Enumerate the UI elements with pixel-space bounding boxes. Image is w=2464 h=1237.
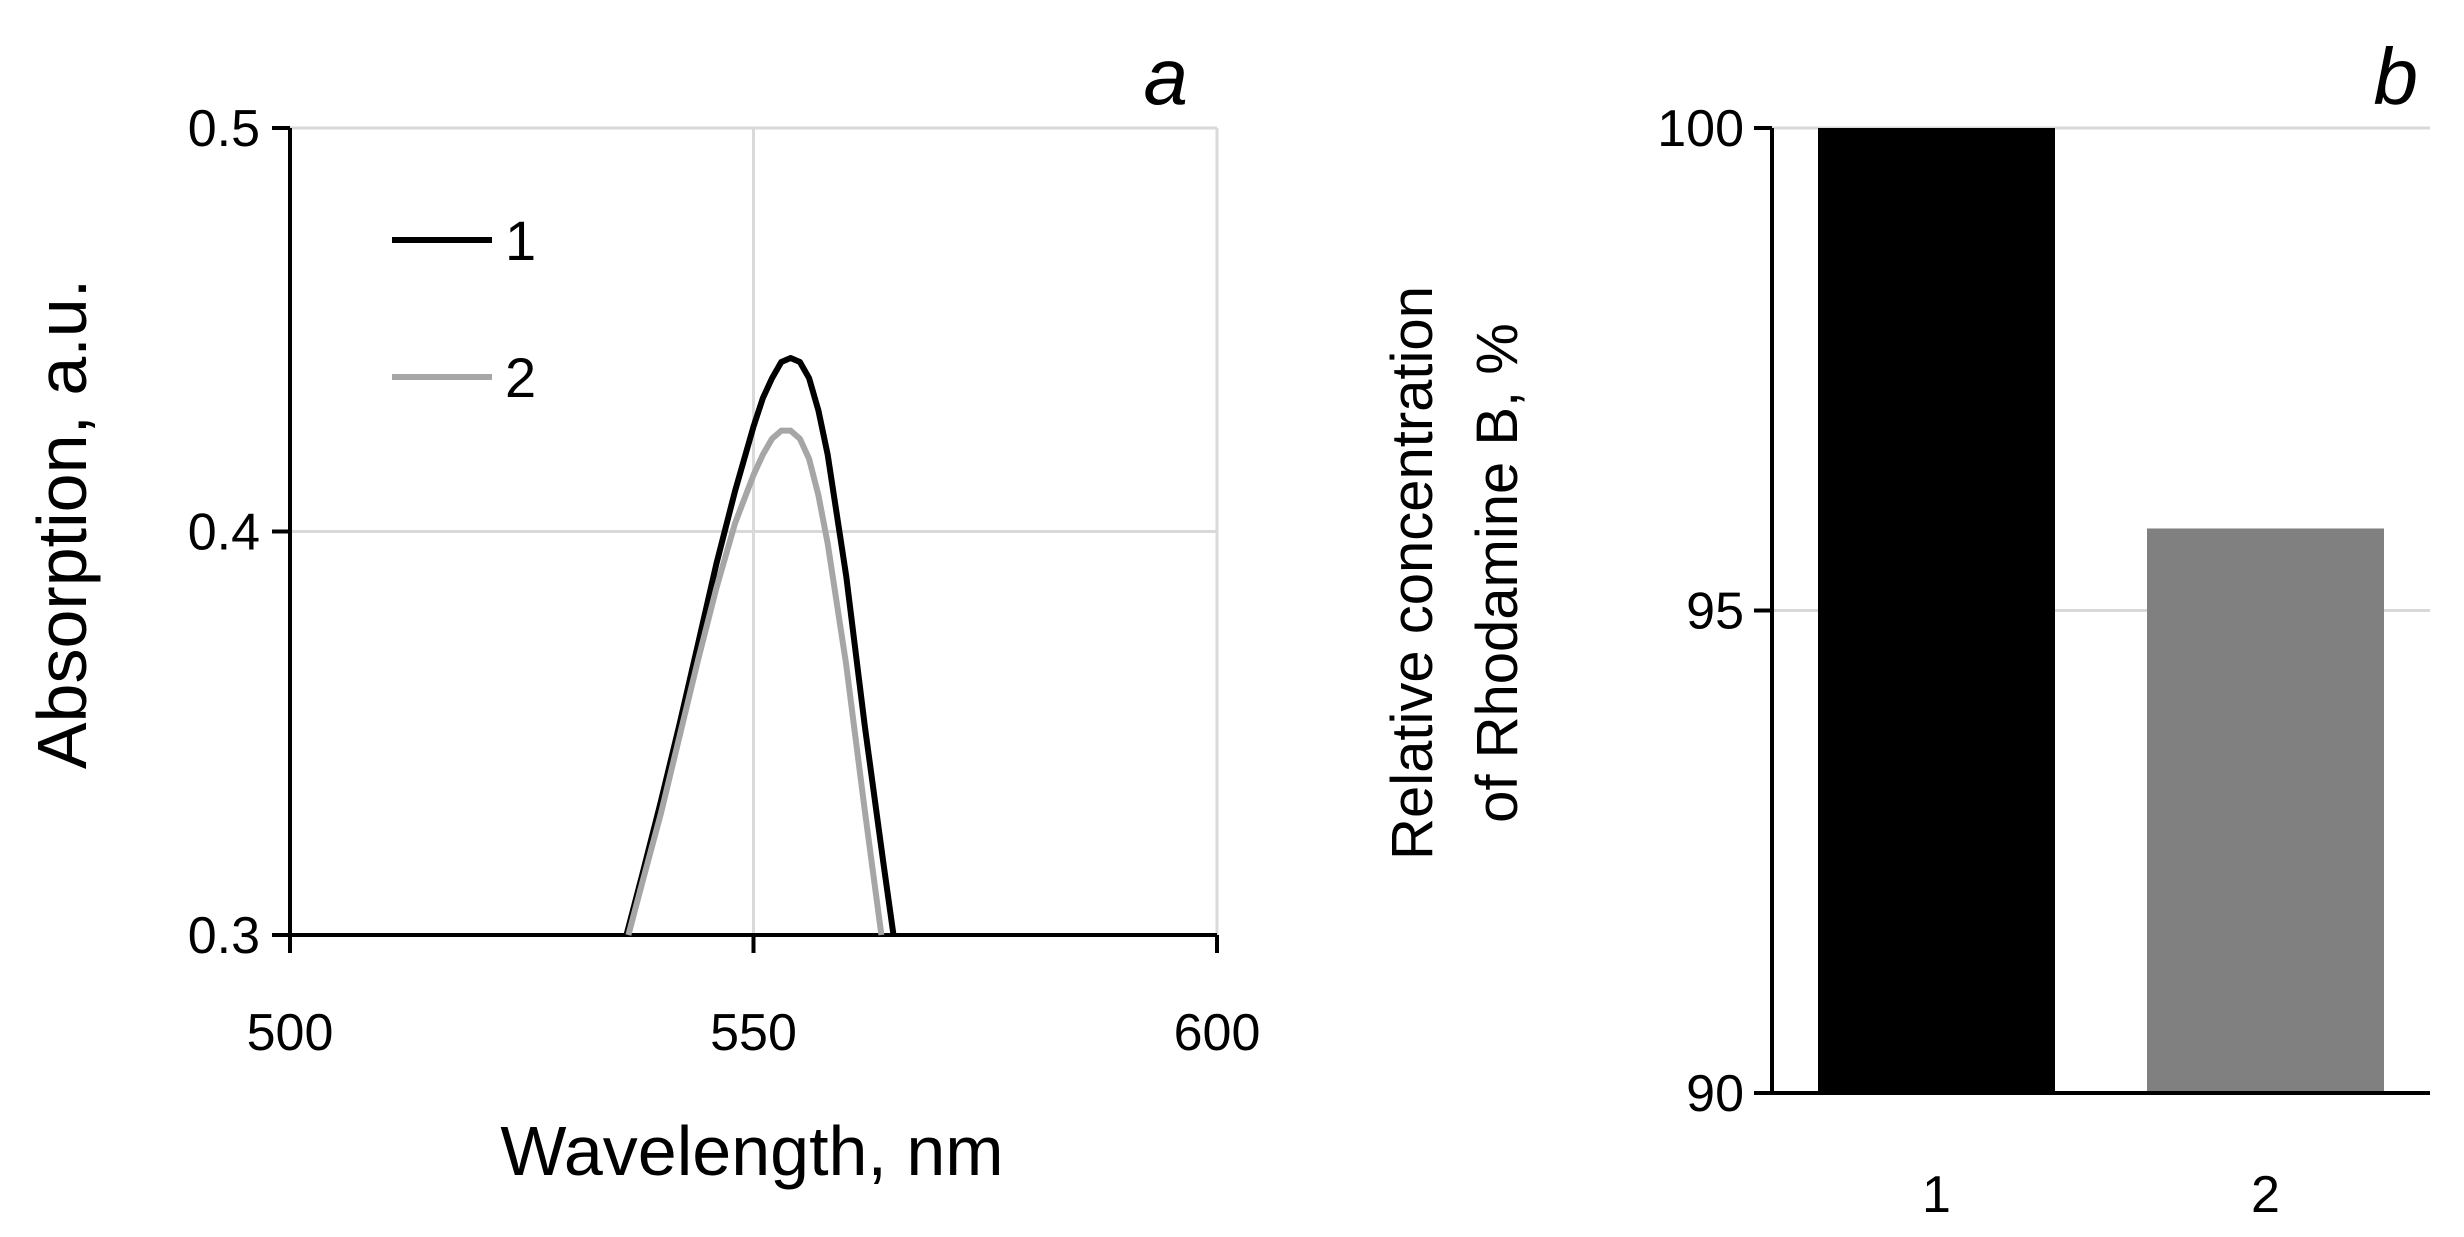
panel-b-x-tick-label-1: 1: [1922, 1166, 1951, 1224]
panel-a-y-tick-label-0: 0.3: [188, 907, 260, 965]
panel-b-axes: [1754, 126, 2430, 1095]
panel-a-axes: [272, 126, 1219, 953]
panel-a-letter: a: [1144, 32, 1189, 121]
panel-b-letter: b: [2374, 32, 2419, 121]
panel-b-bars: [1818, 128, 2384, 1093]
panel-a-x-tick-label-0: 500: [247, 1004, 334, 1062]
panel-a-series-line-1: [623, 355, 897, 936]
panel-a-line-chart: 0.30.40.5 500 550 600 12 Wavelength, nm Ab…: [23, 32, 1260, 1190]
panel-a-legend: 12: [392, 209, 536, 409]
panel-a-x-axis-label: Wavelength, nm: [500, 1112, 1003, 1190]
panel-a-y-tick-labels: 0.3 0.4 0.5: [188, 100, 260, 965]
panel-a-x-tick-labels: 500 550 600: [247, 1004, 1261, 1062]
panel-b-y-tick-label-0: 90: [1686, 1065, 1744, 1123]
panel-a-x-tick-label-1: 550: [710, 1004, 797, 1062]
panel-a-series: [623, 355, 897, 936]
panel-b-y-tick-label-1: 95: [1686, 583, 1744, 641]
panel-b-y-tick-labels: 90 95 100: [1657, 100, 1744, 1123]
panel-b-y-axis-label-line-1: Relative concentration: [1380, 286, 1445, 860]
panel-b-y-tick-label-2: 100: [1657, 100, 1744, 158]
panel-a-y-tick-label-1: 0.4: [188, 504, 260, 562]
panel-a-y-axis-label: Absorption, a.u.: [23, 279, 101, 769]
panel-b-x-tick-label-2: 2: [2251, 1166, 2280, 1224]
panel-b-y-axis-label-line-2: of Rhodamine B, %: [1465, 323, 1530, 823]
panel-a-series-line-2: [625, 427, 885, 936]
panel-a-x-tick-label-2: 600: [1174, 1004, 1261, 1062]
panel-a-y-tick-label-2: 0.5: [188, 100, 260, 158]
panel-b-bar-1: [1818, 128, 2055, 1093]
panel-a-legend-label-2: 2: [505, 346, 536, 409]
panel-a-legend-label-1: 1: [505, 209, 536, 272]
panel-b-bar-2: [2147, 528, 2384, 1093]
